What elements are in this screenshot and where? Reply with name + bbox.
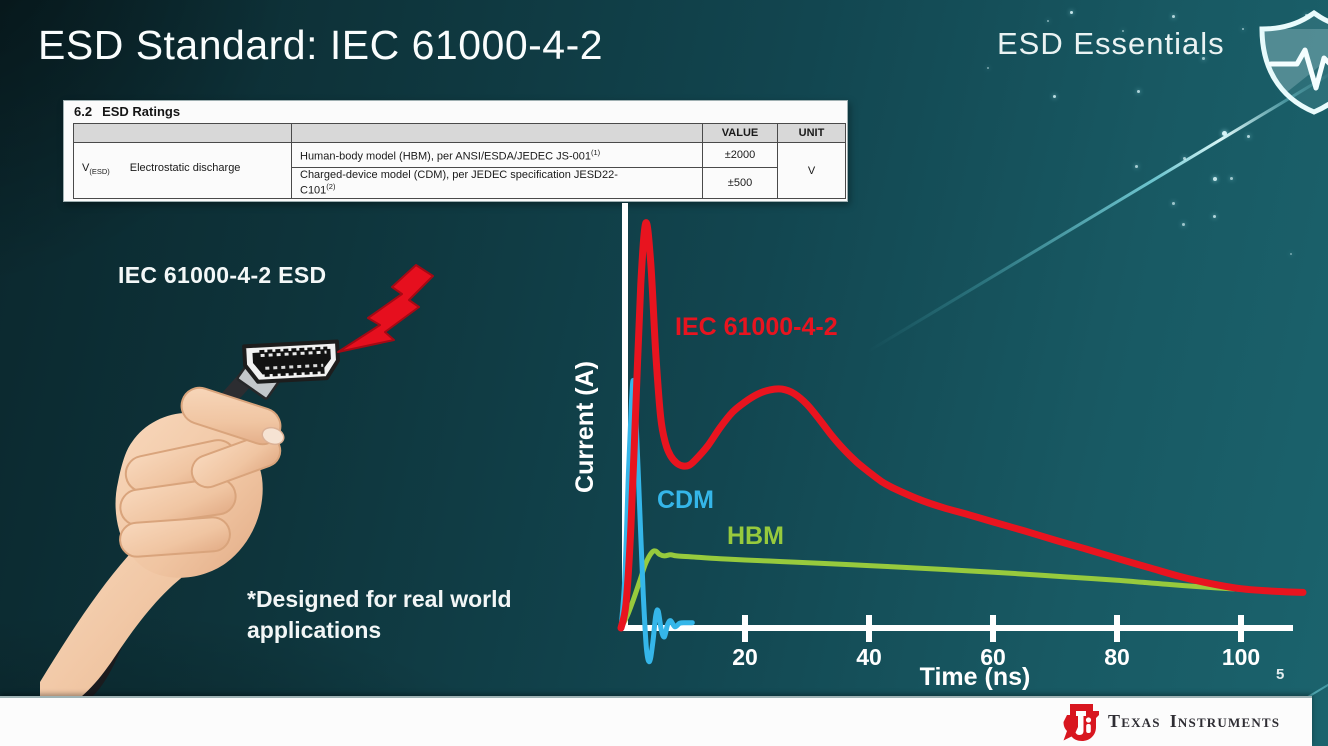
chart-canvas: 20 40 60 80 100 Time (ns) Current (A) [575, 203, 1307, 691]
header-value: VALUE [702, 123, 778, 143]
symbol-vesd: V(ESD) [82, 162, 110, 177]
parameter-cell: V(ESD) Electrostatic discharge [73, 142, 292, 199]
value-cdm: ±500 [702, 167, 778, 199]
footnote: *Designed for real world applications [247, 584, 512, 646]
footnote-line2: applications [247, 617, 382, 643]
lightning-bolt-icon [337, 264, 434, 353]
svg-text:20: 20 [732, 644, 758, 670]
iec-curve [617, 219, 1307, 632]
condition-cdm: Charged-device model (CDM), per JEDEC sp… [291, 167, 703, 199]
fingernail [261, 426, 285, 446]
header-blank [73, 123, 292, 143]
star-dot [987, 67, 989, 69]
page-number: 5 [1276, 666, 1285, 683]
x-axis-label: Time (ns) [920, 663, 1031, 691]
x-axis-ticks: 20 40 60 80 100 [732, 615, 1260, 670]
section-number: 6.2 [74, 104, 93, 119]
curled-fingers [119, 439, 238, 558]
star-dot [1213, 215, 1216, 218]
footer-brand: Texas Instruments [1108, 698, 1289, 746]
footer-bar: Texas Instruments [0, 696, 1312, 746]
table-header-row: VALUE UNIT [73, 123, 846, 143]
header-blank [291, 123, 703, 143]
header-unit: UNIT [777, 123, 846, 143]
hbm-curve-label: HBM [727, 522, 784, 550]
hand-hdmi-esd-illustration [40, 264, 434, 710]
svg-text:60: 60 [980, 644, 1006, 670]
cdm-curve-label: CDM [657, 486, 714, 514]
ti-logo-icon [1063, 704, 1099, 741]
value-hbm: ±2000 [702, 142, 778, 168]
table-row: V(ESD) Electrostatic discharge Human-body… [73, 142, 846, 199]
star-dot [1135, 165, 1138, 168]
star-dot [1202, 57, 1205, 60]
svg-text:100: 100 [1222, 644, 1260, 670]
star-dot [1213, 177, 1217, 181]
unit-cell: V [777, 142, 846, 199]
section-title: ESD Ratings [102, 104, 181, 119]
star-dot [1172, 202, 1175, 205]
star-dot [1122, 30, 1124, 32]
cdm-curve [618, 377, 695, 665]
condition-hbm: Human-body model (HBM), per ANSI/ESDA/JE… [291, 142, 703, 168]
star-dot [1182, 223, 1185, 226]
svg-text:80: 80 [1104, 644, 1130, 670]
esd-ratings-card: 6.2 ESD Ratings VALUE UNIT V(ESD) Electros… [63, 100, 848, 202]
star-dot [1242, 28, 1244, 30]
iec-curve-label: IEC 61000-4-2 [675, 313, 838, 341]
star-dot [1070, 11, 1073, 14]
star-dot [1137, 90, 1140, 93]
footnote-line1: *Designed for real world [247, 586, 512, 612]
y-axis-label: Current (A) [575, 361, 599, 493]
illustration-caption: IEC 61000-4-2 ESD [118, 262, 327, 288]
star-dot [1230, 177, 1233, 180]
footer-brand-word: Instruments [1169, 711, 1281, 731]
svg-text:40: 40 [856, 644, 882, 670]
star-dot [1172, 15, 1175, 18]
brand-title: ESD Essentials [997, 26, 1225, 61]
star-dot [1053, 95, 1056, 98]
shield-pulse-icon [1259, 9, 1328, 115]
table-row: Charged-device model (CDM), per JEDEC sp… [74, 167, 846, 199]
star-dot [1247, 135, 1250, 138]
table-caption: 6.2 ESD Ratings [74, 104, 847, 119]
star-dot [1047, 20, 1049, 22]
star-dot [1290, 253, 1292, 255]
star-dot [1183, 157, 1186, 160]
star-dot [1222, 131, 1227, 136]
hdmi-plug [242, 339, 340, 384]
esd-ratings-table: VALUE UNIT V(ESD) Electrostatic discharge… [73, 123, 846, 199]
parameter-label: Electrostatic discharge [129, 162, 241, 175]
thumb [190, 433, 282, 489]
page-title: ESD Standard: IEC 61000-4-2 [38, 22, 604, 68]
esd-waveform-chart: 20 40 60 80 100 Time (ns) Current (A) IEC 61… [575, 195, 1328, 700]
footer-brand-word: Texas [1108, 711, 1161, 731]
hbm-curve [618, 548, 1275, 631]
